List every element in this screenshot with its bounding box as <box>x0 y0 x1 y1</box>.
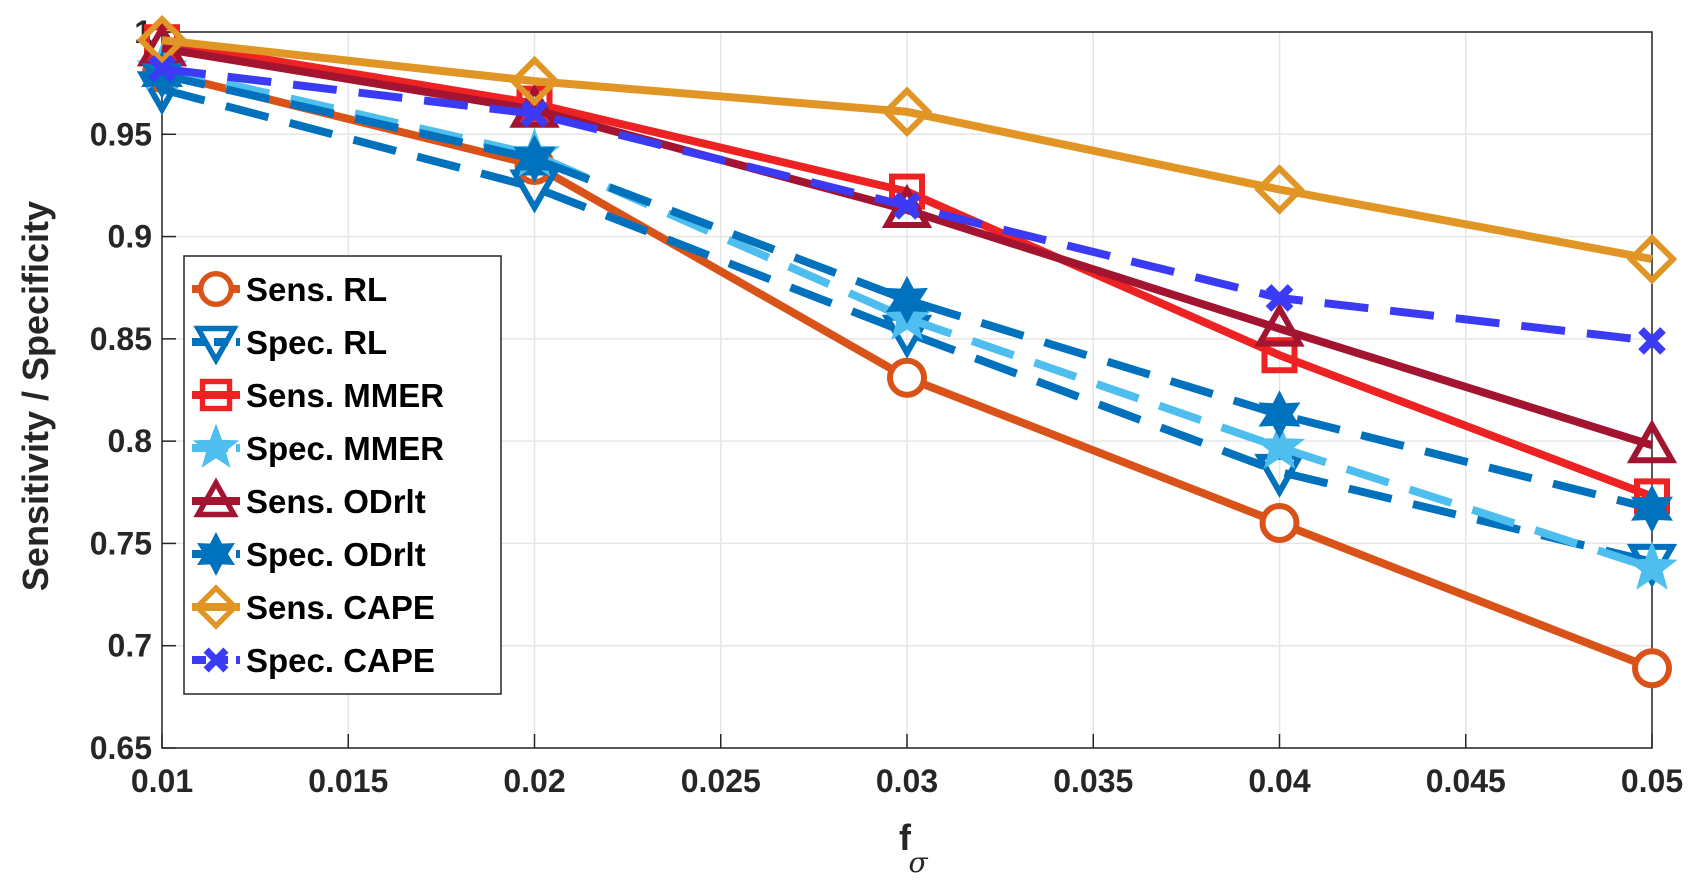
y-tick-label-6: 0.95 <box>90 116 152 152</box>
legend-label-sens-rl: Sens. RL <box>246 271 387 308</box>
legend-label-spec-rl: Spec. RL <box>246 324 387 361</box>
axes <box>161 31 1653 749</box>
legend: Sens. RL Spec. RL Sens. MMER Spec. MMER Sens… <box>183 255 502 695</box>
point-spec-cape-3 <box>1265 284 1294 312</box>
point-sens-rl-4 <box>1632 648 1672 689</box>
line-spec-odrlt <box>161 71 1653 513</box>
series-layer <box>136 14 1678 689</box>
legend-box <box>183 255 502 695</box>
point-spec-mmer-3 <box>1253 420 1306 470</box>
x-axis-label-subscript: σ <box>908 846 928 879</box>
line-sens-cape <box>161 36 1653 264</box>
y-tick-label-3: 0.8 <box>108 423 152 459</box>
tick-labels: 0.01 0.015 0.02 0.025 0.03 0.035 0.04 0.045 0.05… <box>90 14 1683 799</box>
point-spec-cape-4 <box>1638 327 1666 355</box>
legend-marker-sens-rl <box>197 271 234 308</box>
point-spec-cape-1 <box>520 100 549 128</box>
point-spec-odrlt-3 <box>1258 390 1301 439</box>
x-tick-label-5: 0.035 <box>1053 763 1133 799</box>
y-tick-label-1: 0.7 <box>108 628 152 664</box>
point-sens-cape-4 <box>1626 233 1678 285</box>
point-sens-cape-1 <box>509 55 560 107</box>
point-sens-cape-0 <box>136 14 188 66</box>
x-tick-label-4: 0.03 <box>876 763 938 799</box>
point-sens-cape-2 <box>881 86 933 138</box>
x-tick-label-3: 0.025 <box>681 763 761 799</box>
y-tick-label-4: 0.85 <box>90 321 152 357</box>
series-spec-cape <box>148 54 1666 355</box>
point-sens-mmer-3 <box>1261 337 1298 374</box>
point-spec-odrlt-1 <box>513 134 556 183</box>
point-spec-odrlt-4 <box>1630 484 1674 533</box>
legend-marker-spec-odrlt <box>197 532 235 576</box>
y-tick-label-2: 0.75 <box>90 525 152 561</box>
y-tick-label-5: 0.9 <box>108 219 152 255</box>
point-sens-rl-3 <box>1259 502 1300 543</box>
point-spec-cape-0 <box>148 54 176 83</box>
legend-label-spec-mmer: Spec. MMER <box>246 430 444 467</box>
x-tick-label-6: 0.04 <box>1248 763 1310 799</box>
point-spec-odrlt-0 <box>141 50 183 100</box>
legend-label-sens-cape: Sens. CAPE <box>246 589 435 626</box>
series-spec-odrlt <box>141 50 1674 533</box>
point-spec-mmer-4 <box>1626 541 1678 590</box>
point-sens-odrlt-3 <box>1254 302 1305 347</box>
legend-label-spec-odrlt: Spec. ODrlt <box>246 536 426 573</box>
x-tick-label-8: 0.05 <box>1621 763 1683 799</box>
x-tick-label-1: 0.015 <box>308 763 388 799</box>
legend-marker-spec-mmer <box>192 423 240 468</box>
point-spec-cape-2 <box>893 192 921 220</box>
legend-marker-sens-odrlt <box>193 477 239 518</box>
legend-label-sens-mmer: Sens. MMER <box>246 377 444 414</box>
legend-label-spec-cape: Spec. CAPE <box>246 642 435 679</box>
y-axis-label: Sensitivity / Specificity <box>15 201 56 591</box>
point-sens-rl-2 <box>887 357 927 398</box>
legend-marker-sens-mmer <box>199 378 233 412</box>
point-spec-odrlt-2 <box>886 275 928 325</box>
x-tick-label-0: 0.01 <box>131 763 193 799</box>
point-sens-odrlt-4 <box>1626 419 1678 464</box>
y-tick-label-0: 0.65 <box>90 730 152 766</box>
point-sens-cape-3 <box>1254 164 1305 215</box>
series-sens-cape <box>136 14 1678 285</box>
legend-marker-sens-cape <box>193 584 239 630</box>
legend-marker-spec-rl <box>193 325 239 366</box>
x-axis-label: f <box>899 817 912 858</box>
x-tick-label-2: 0.02 <box>503 763 565 799</box>
x-tick-label-7: 0.045 <box>1426 763 1506 799</box>
legend-label-sens-odrlt: Sens. ODrlt <box>246 483 426 520</box>
legend-marker-spec-cape <box>203 647 229 673</box>
